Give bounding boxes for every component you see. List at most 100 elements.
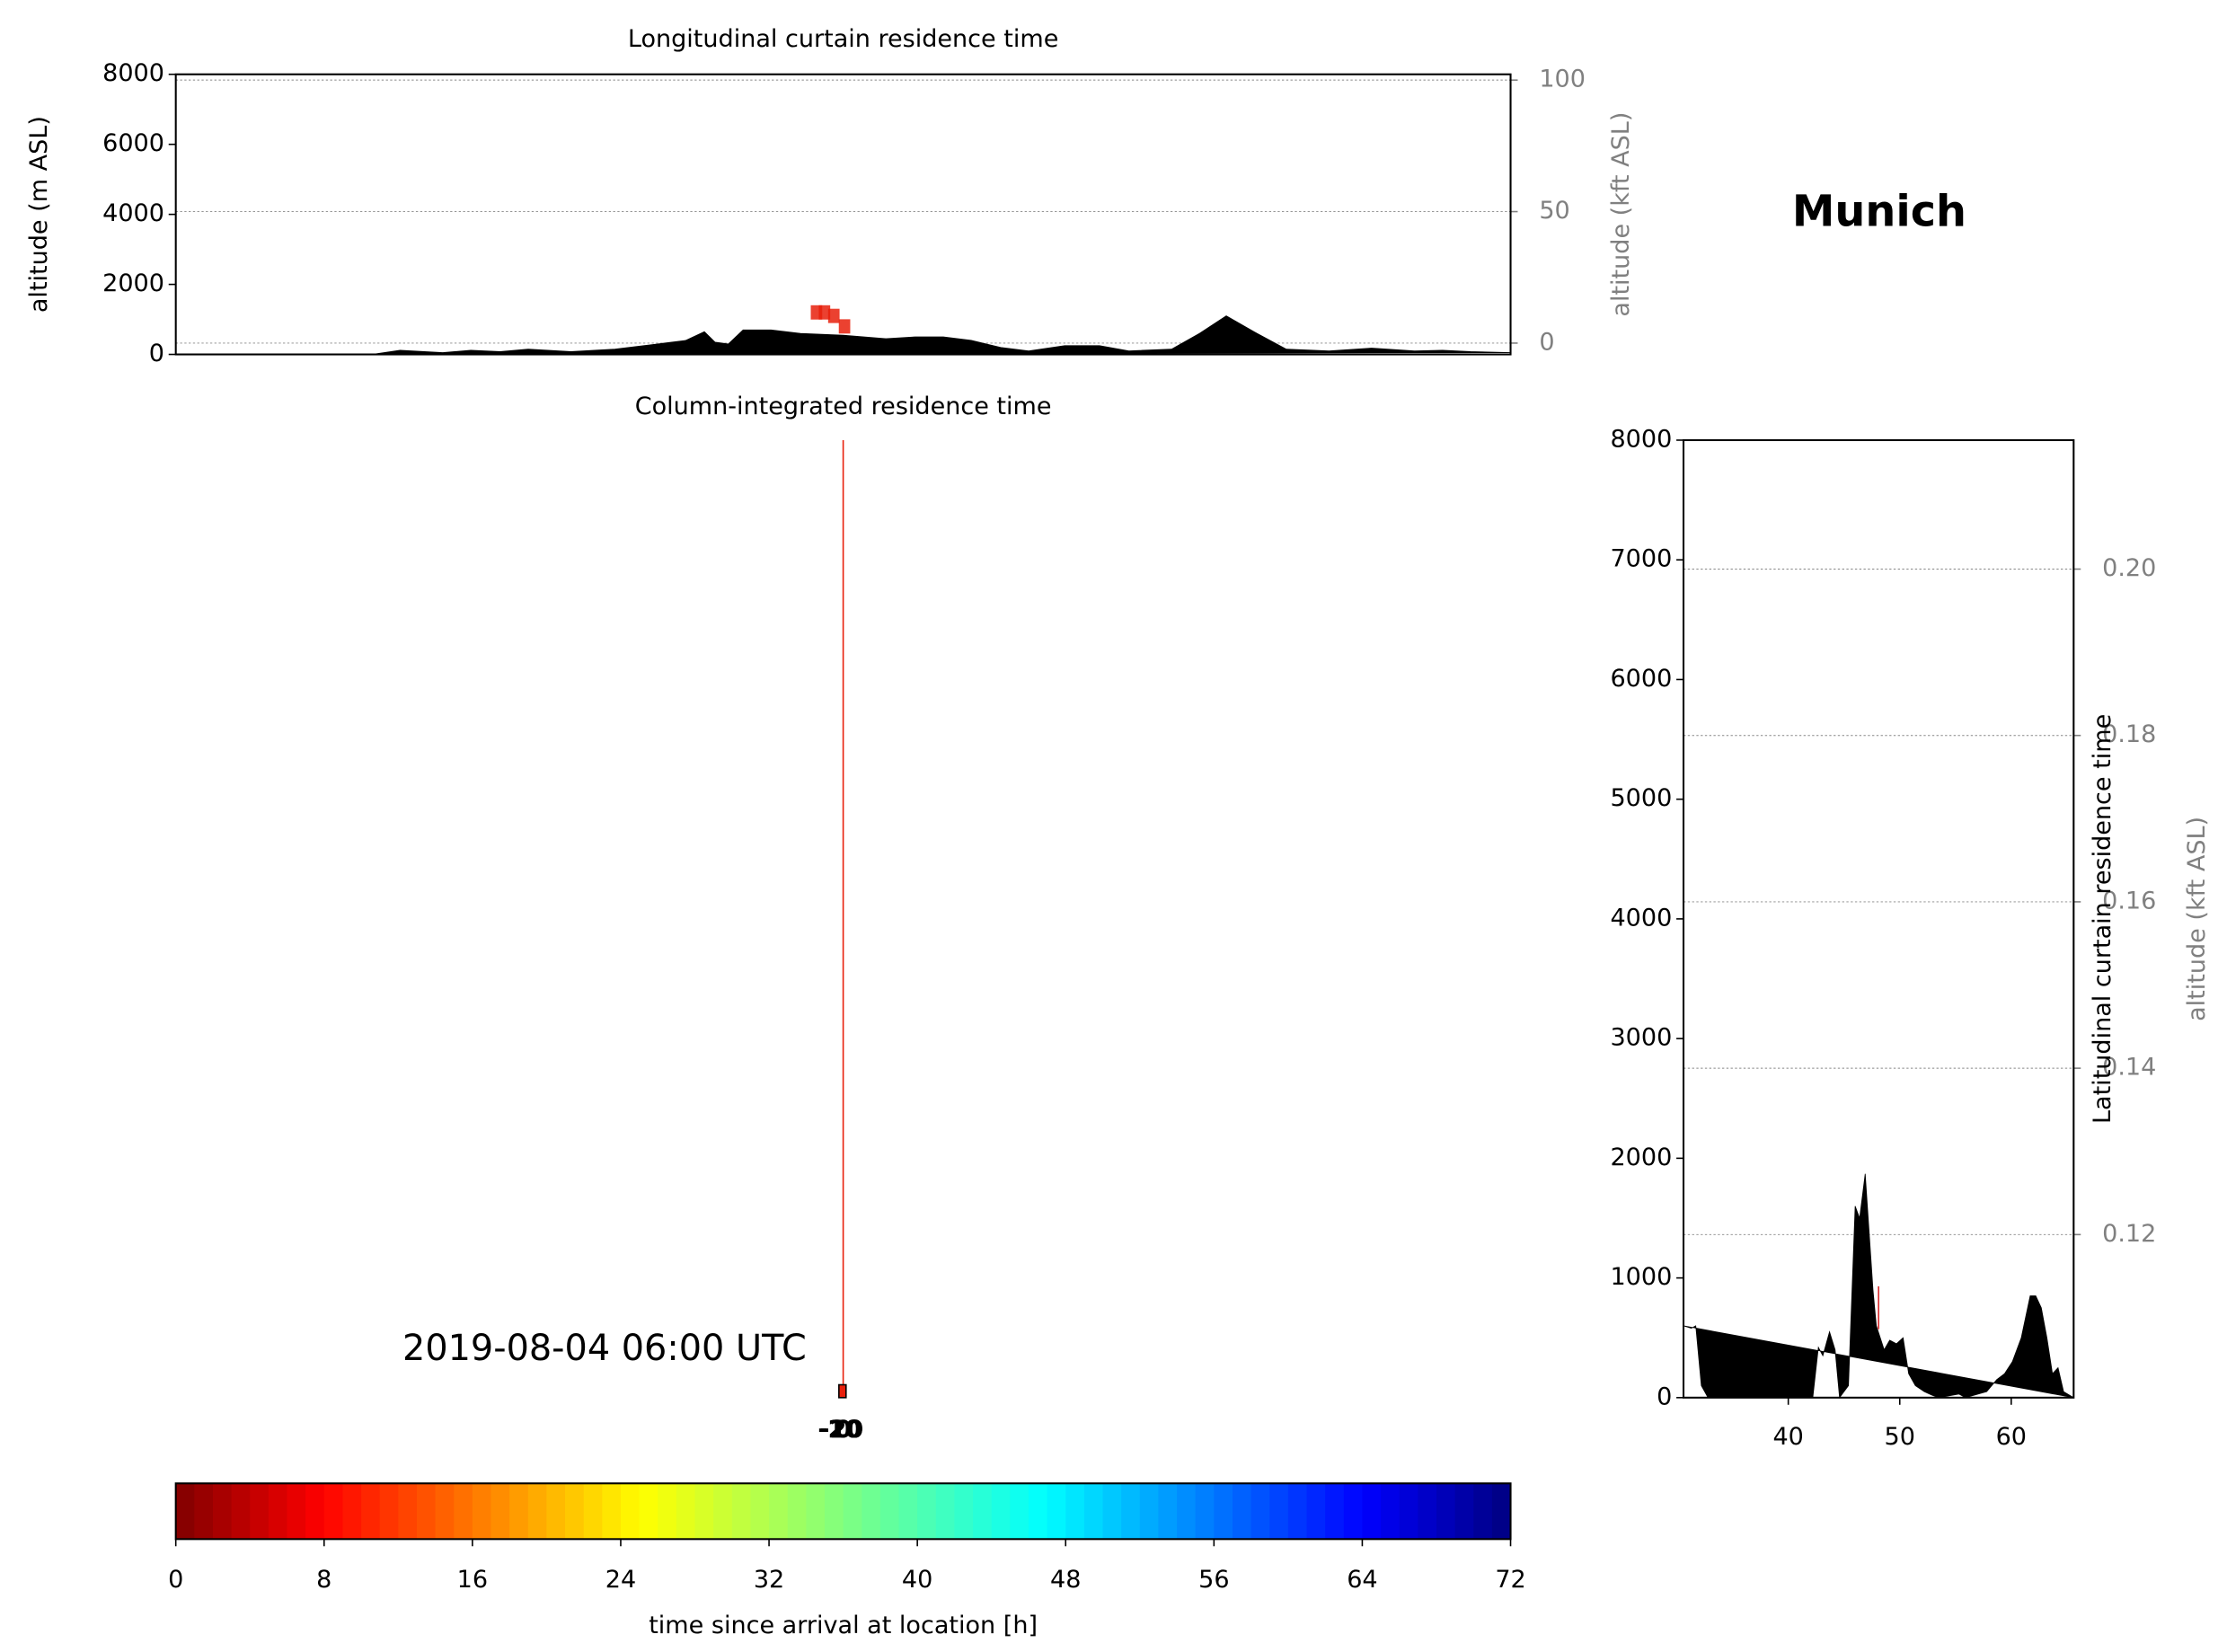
colorbar-band — [862, 1483, 881, 1540]
map-frame — [838, 1383, 847, 1399]
colorbar-band — [1250, 1483, 1271, 1540]
y-tick-label: 8000 — [1610, 425, 1672, 453]
colorbar-band — [231, 1483, 252, 1540]
colorbar-band — [1362, 1483, 1383, 1540]
colorbar-band — [1287, 1483, 1308, 1540]
colorbar-band — [1195, 1483, 1215, 1540]
y2-tick-label: 0.14 — [2102, 1054, 2156, 1082]
colorbar-band — [1381, 1483, 1401, 1540]
colorbar-band — [917, 1483, 937, 1540]
x-tick-label: 20 — [830, 1416, 864, 1444]
colorbar-band — [806, 1483, 826, 1540]
x-tick-label: 50 — [1885, 1423, 1915, 1451]
x-tick-label: 0 — [835, 1416, 852, 1444]
x-tick-label: -20 — [817, 1416, 862, 1444]
colorbar-band — [1343, 1483, 1364, 1540]
terrain-area — [175, 315, 1511, 355]
colorbar-band — [1436, 1483, 1456, 1540]
y-tick-label: 0 — [1657, 1383, 1672, 1410]
colorbar-band — [212, 1483, 233, 1540]
colorbar-band — [490, 1483, 511, 1540]
x-tick-label: 72 — [1495, 1566, 1525, 1594]
x-tick-label: 32 — [754, 1566, 784, 1594]
colorbar-band — [973, 1483, 993, 1540]
y-tick-label: 8000 — [102, 59, 164, 87]
y-tick-label: 7000 — [1610, 545, 1672, 573]
colorbar-band — [1102, 1483, 1123, 1540]
colorbar-band — [1269, 1483, 1289, 1540]
y2-tick-label: 0 — [1539, 328, 1554, 356]
terrain-area — [1683, 1173, 2074, 1399]
y-tick-label: 0 — [149, 340, 164, 367]
colorbar-frame — [174, 1482, 1512, 1541]
x-axis-label: time since arrival at location [h] — [649, 1612, 1038, 1639]
colorbar-band — [1047, 1483, 1067, 1540]
colorbar-band — [954, 1483, 975, 1540]
colorbar-band — [194, 1483, 214, 1540]
colorbar-band — [658, 1483, 677, 1540]
y2-tick-label: 0.18 — [2102, 720, 2156, 748]
colorbar-band — [879, 1483, 900, 1540]
colorbar-band — [250, 1483, 270, 1540]
colorbar-band — [787, 1483, 808, 1540]
x-tick-label: 60 — [1996, 1423, 2027, 1451]
colorbar-band — [1158, 1483, 1179, 1540]
colorbar-band — [694, 1483, 715, 1540]
residence-mark — [838, 319, 851, 334]
colorbar-band — [639, 1483, 659, 1540]
x-tick-label: 40 — [902, 1566, 932, 1594]
colorbar-band — [323, 1483, 344, 1540]
y2-tick-label: 0.12 — [2102, 1220, 2156, 1248]
y-tick-label: 3000 — [1610, 1024, 1672, 1052]
colorbar-band — [1010, 1483, 1029, 1540]
figure-title: Munich — [1792, 188, 1966, 237]
y-tick-label: 4000 — [102, 199, 164, 227]
colorbar-band — [1399, 1483, 1419, 1540]
y2-tick-label: 0.16 — [2102, 887, 2156, 914]
colorbar-band — [1325, 1483, 1345, 1540]
colorbar-band — [750, 1483, 771, 1540]
axes-title: Column-integrated residence time — [635, 393, 1052, 420]
y-tick-label: 6000 — [1610, 665, 1672, 693]
colorbar-band — [676, 1483, 696, 1540]
colorbar-band — [342, 1483, 363, 1540]
y-axis-label: altitude (m ASL) — [25, 116, 53, 313]
y-tick-label: 5000 — [1610, 784, 1672, 812]
residence-mark — [818, 305, 831, 320]
colorbar-band — [546, 1483, 567, 1540]
colorbar-band — [843, 1483, 863, 1540]
colorbar-band — [305, 1483, 325, 1540]
colorbar-band — [898, 1483, 919, 1540]
y2-axis-label: altitude (kft ASL) — [1607, 112, 1635, 317]
x-tick-label: 40 — [1772, 1423, 1803, 1451]
colorbar-band — [268, 1483, 288, 1540]
y2-axis-label: altitude (kft ASL) — [2183, 817, 2211, 1021]
colorbar-band — [565, 1483, 585, 1540]
colorbar-band — [398, 1483, 418, 1540]
colorbar-band — [1177, 1483, 1197, 1540]
colorbar-band — [527, 1483, 548, 1540]
colorbar-band — [769, 1483, 789, 1540]
colorbar-band — [1214, 1483, 1233, 1540]
axes-frame — [1682, 438, 2075, 1399]
colorbar-band — [824, 1483, 844, 1540]
colorbar-band — [731, 1483, 752, 1540]
colorbar-band — [472, 1483, 492, 1540]
colorbar-band — [935, 1483, 956, 1540]
x-tick-label: -10 — [819, 1416, 863, 1444]
colorbar-band — [1121, 1483, 1141, 1540]
colorbar-band — [1491, 1483, 1512, 1540]
colorbar-band — [1306, 1483, 1327, 1540]
colorbar-band — [509, 1483, 529, 1540]
y2-tick-label: 50 — [1539, 197, 1569, 225]
colorbar-band — [1418, 1483, 1437, 1540]
x-tick-label: 0 — [168, 1566, 183, 1594]
colorbar-band — [991, 1483, 1012, 1540]
colorbar-band — [1028, 1483, 1048, 1540]
colorbar-band — [1232, 1483, 1252, 1540]
colorbar-band — [602, 1483, 622, 1540]
residence-mark — [827, 308, 840, 323]
y2-tick-label: 100 — [1539, 66, 1586, 93]
